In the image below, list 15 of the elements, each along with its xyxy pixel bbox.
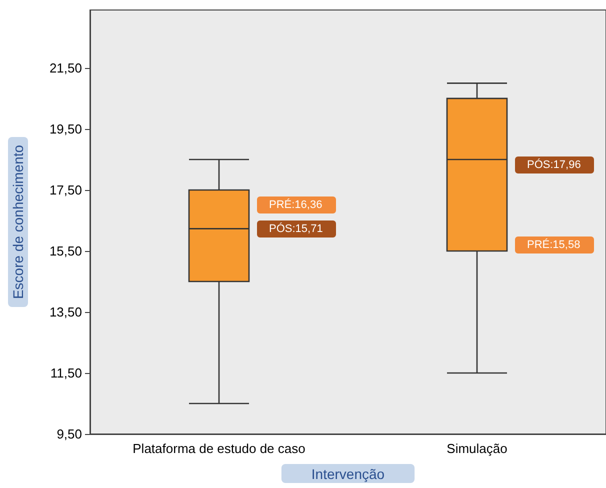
y-tick-label: 21,50: [49, 60, 82, 76]
annotation: PRÉ:15,58: [527, 238, 580, 251]
y-tick-label: 9,50: [56, 426, 82, 442]
annotation: PÓS:17,96: [527, 158, 581, 171]
y-tick-label: 19,50: [49, 121, 82, 136]
y-tick-label: 17,50: [49, 182, 82, 198]
y-tick-label: 11,50: [50, 365, 82, 380]
y-axis-title: Escore de conhecimento: [10, 144, 26, 300]
x-tick-label: Simulação: [446, 441, 508, 456]
x-axis-title: Intervenção: [311, 466, 385, 482]
annotation: PÓS:15,71: [269, 222, 323, 235]
y-tick-label: 15,50: [49, 243, 82, 258]
x-tick-label: Plataforma de estudo de caso: [132, 441, 306, 456]
y-tick-label: 13,50: [49, 304, 82, 320]
annotation: PRÉ:16,36: [269, 198, 322, 211]
